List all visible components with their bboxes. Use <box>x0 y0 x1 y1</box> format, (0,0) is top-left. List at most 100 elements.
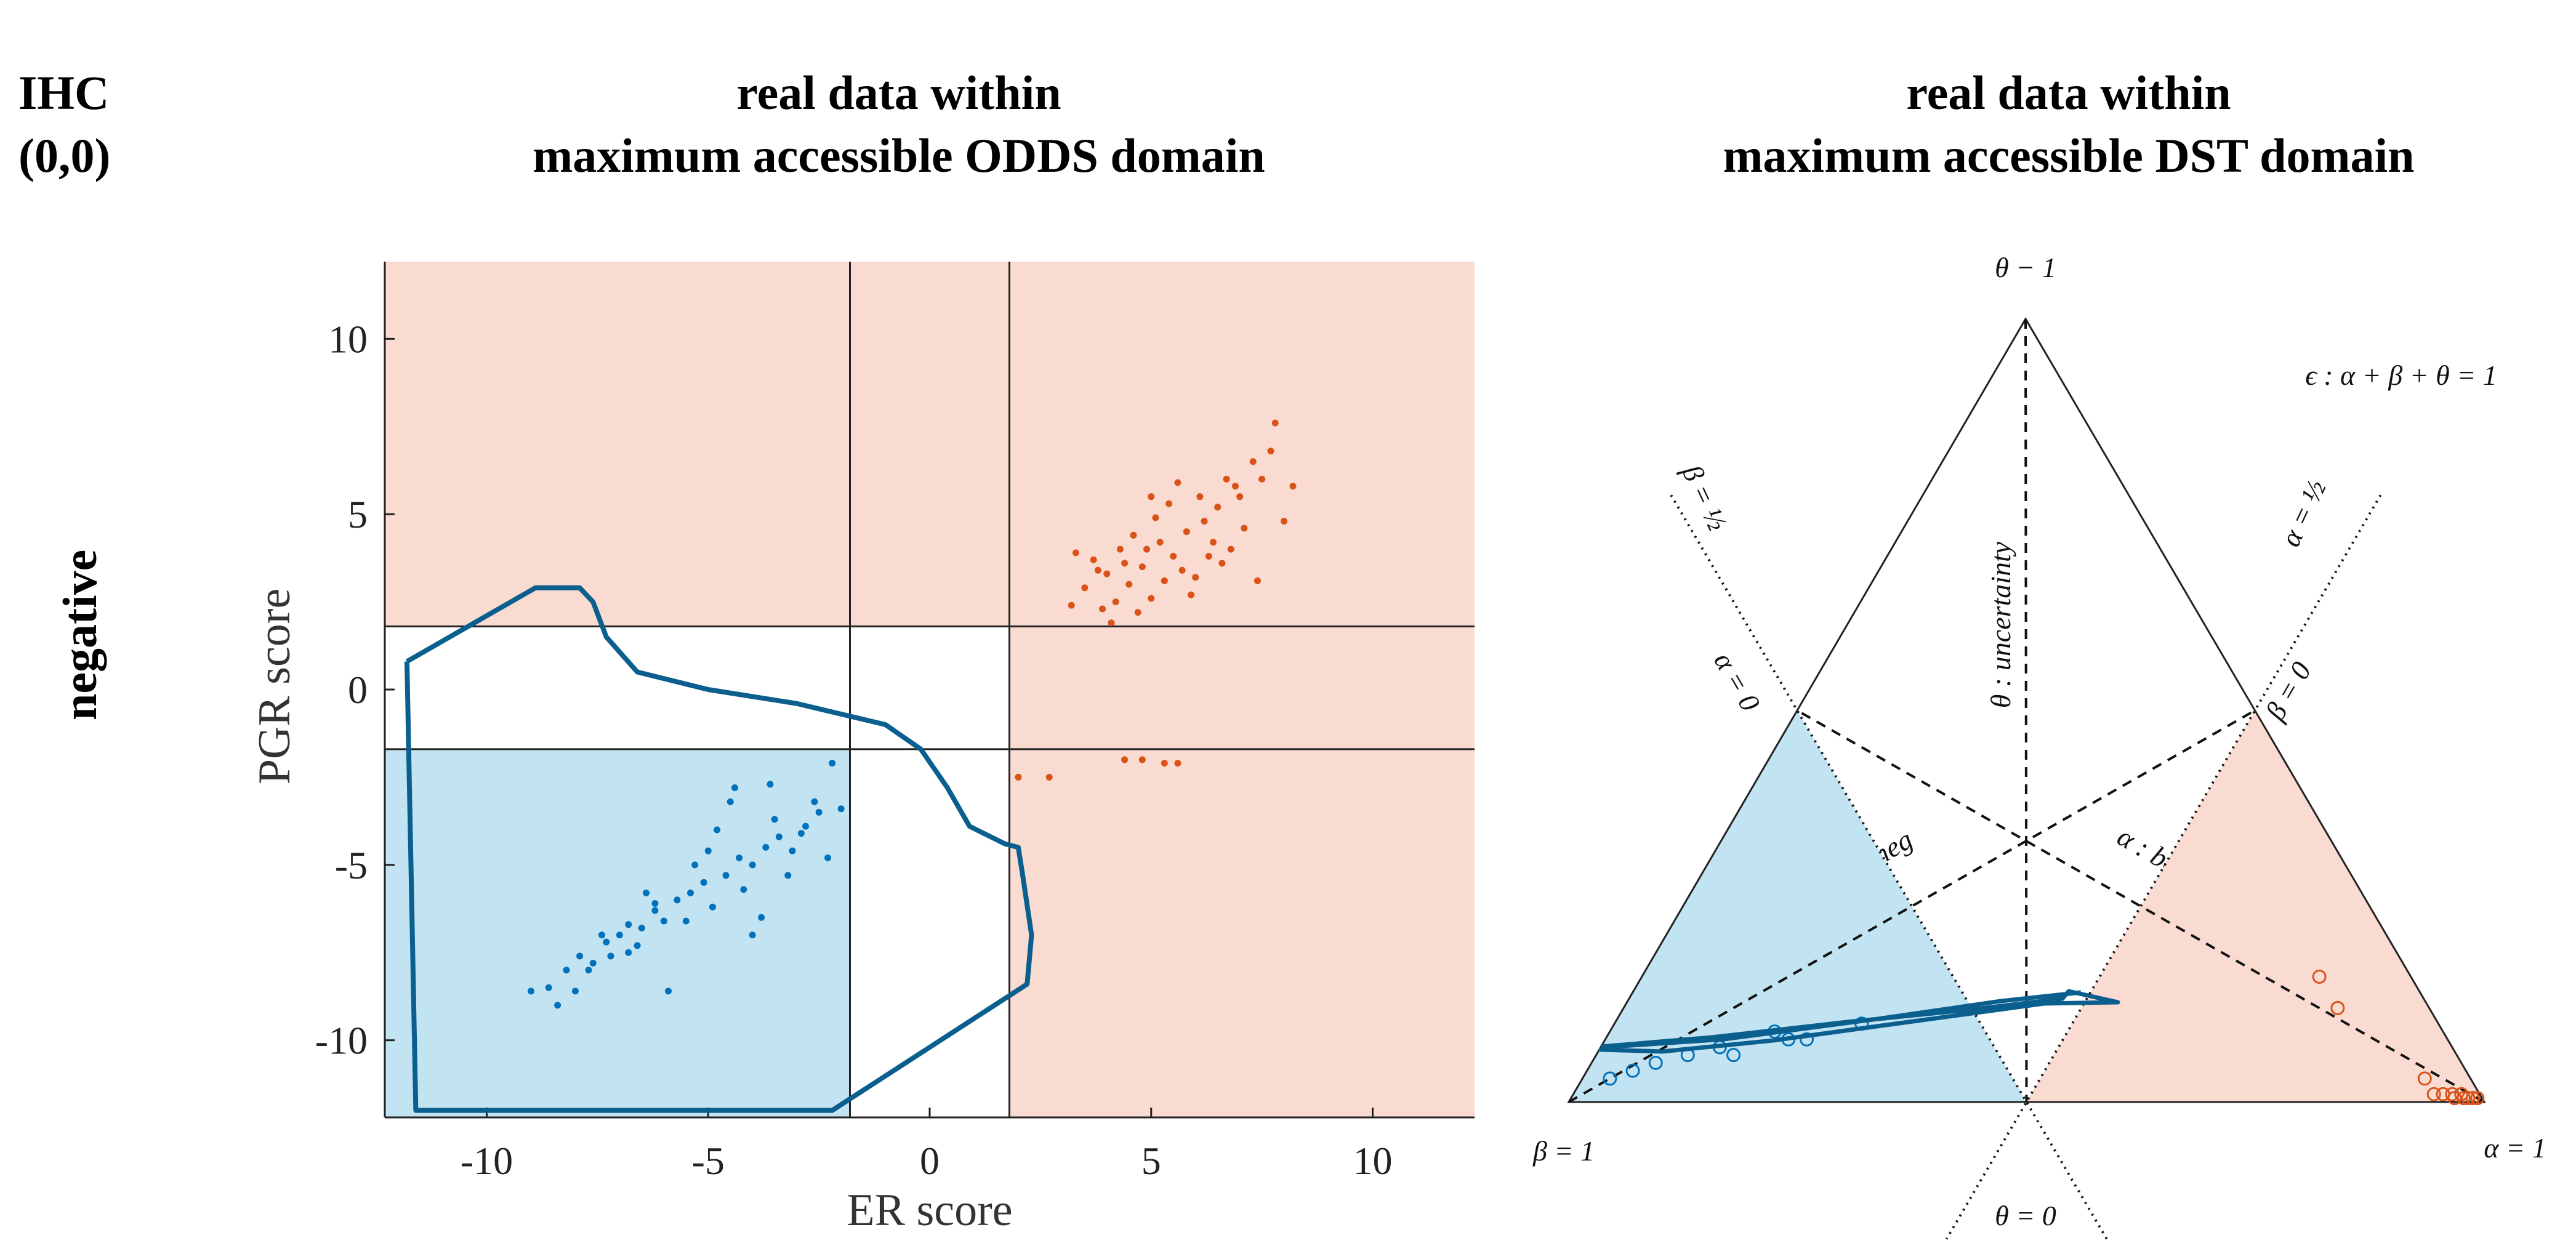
neg-point <box>802 823 810 830</box>
neg-point <box>704 847 712 855</box>
neg-point <box>1603 1071 1617 1086</box>
pos-point <box>1081 584 1089 592</box>
odds-plot: -10 -5 0 5 10 10 5 0 -5 -10 <box>315 262 1475 1183</box>
neg-point <box>824 854 832 861</box>
x-tick-label: 0 <box>920 1139 940 1183</box>
neg-point <box>1726 1048 1741 1063</box>
pos-point <box>1161 577 1168 584</box>
x-tick-label: -5 <box>692 1139 725 1183</box>
pos-point <box>1165 500 1173 507</box>
pos-point <box>1015 773 1022 781</box>
pos-point <box>1143 545 1151 553</box>
pos-point <box>1241 525 1248 532</box>
pos-point <box>1192 574 1199 581</box>
pos-point <box>2457 1091 2471 1106</box>
pos-point <box>1068 601 1075 609</box>
pos-point <box>1121 756 1129 763</box>
neg-point <box>731 784 738 792</box>
left-title-line2: maximum accessible ODDS domain <box>533 129 1265 182</box>
neg-point <box>571 988 579 995</box>
neg-point <box>714 826 721 834</box>
pos-point <box>1249 458 1257 465</box>
right-panel-title: real data within maximum accessible DST … <box>1564 62 2574 187</box>
vertex-top-label: θ − 1 <box>1995 252 2056 283</box>
vertex-right-label: α = 1 <box>2484 1132 2546 1164</box>
neg-point <box>686 889 694 896</box>
pos-point <box>1130 531 1137 539</box>
pos-point <box>1103 570 1111 577</box>
pos-point <box>2417 1071 2432 1086</box>
accessible-domain-boundary <box>404 585 1034 1113</box>
neg-point <box>789 847 796 855</box>
neg-point <box>554 1002 561 1009</box>
pos-point <box>1254 577 1261 584</box>
pos-point <box>1223 475 1230 483</box>
neg-point <box>634 942 641 949</box>
x-tick-label: -10 <box>461 1139 513 1183</box>
neg-point <box>643 889 650 896</box>
left-title-line1: real data within <box>736 66 1061 119</box>
odds-xlabel: ER score <box>847 1185 1012 1236</box>
region-positive <box>2026 710 2484 1102</box>
theta-axis-label: θ : uncertainty <box>1985 541 2016 708</box>
neg-point <box>616 931 623 939</box>
pos-point <box>2470 1091 2485 1106</box>
pos-point <box>1188 591 1195 598</box>
neg-point <box>775 833 783 840</box>
neg-point <box>771 816 778 823</box>
pos-point <box>1174 479 1181 486</box>
pos-point <box>1161 760 1168 767</box>
pos-point <box>1196 493 1204 501</box>
neg-point <box>727 798 734 805</box>
neg-point <box>797 830 805 837</box>
beta-median <box>1568 709 2256 1103</box>
neg-point <box>749 931 756 939</box>
theta-median <box>2024 318 2028 1103</box>
alpha-half-line <box>1945 494 2382 1240</box>
neg-point <box>682 917 690 925</box>
neg-point <box>674 896 681 904</box>
neg-point <box>758 914 765 921</box>
neg-point <box>607 952 614 960</box>
neg-point <box>691 861 699 869</box>
beta-zero-label: β = 0 <box>2259 656 2317 726</box>
pos-point <box>1267 448 1274 455</box>
neg-point <box>709 903 716 911</box>
pos-point <box>1209 539 1217 546</box>
neg-point <box>740 886 747 893</box>
pos-point <box>1134 609 1141 616</box>
neg-point <box>545 984 552 991</box>
neg-point <box>527 988 534 995</box>
neg-point <box>1648 1055 1663 1070</box>
neg-point <box>767 781 774 788</box>
beta-half-line <box>1670 494 2108 1240</box>
pos-point <box>1214 504 1222 511</box>
y-tick-label: 5 <box>348 493 368 536</box>
pos-point <box>1099 605 1106 613</box>
neg-point <box>651 900 659 907</box>
beta-half-label: β = ½ <box>1676 459 1734 535</box>
pos-point <box>1072 549 1079 557</box>
pos-point <box>2312 969 2327 984</box>
vertex-left-label: β = 1 <box>1532 1135 1595 1167</box>
neg-point <box>1625 1063 1640 1078</box>
neg-point <box>598 931 606 939</box>
neg-point <box>700 879 707 886</box>
y-tick-label: 0 <box>348 668 368 712</box>
region-negative <box>1569 710 2027 1102</box>
pos-point <box>1090 556 1097 563</box>
neg-point <box>603 938 610 946</box>
neg-point <box>660 917 667 925</box>
neg-point <box>625 921 632 928</box>
odds-ylabel: PGR score <box>249 589 300 785</box>
pos-point <box>1116 545 1124 553</box>
neg-point <box>749 861 756 869</box>
accessible-domain-boundary <box>1598 989 2120 1054</box>
neg-point <box>837 805 845 813</box>
dst-plot <box>1567 317 2486 1240</box>
pos-point <box>2465 1091 2480 1106</box>
neg-point <box>563 967 570 974</box>
pos-point <box>1258 475 1266 483</box>
pos-point <box>1152 514 1159 521</box>
